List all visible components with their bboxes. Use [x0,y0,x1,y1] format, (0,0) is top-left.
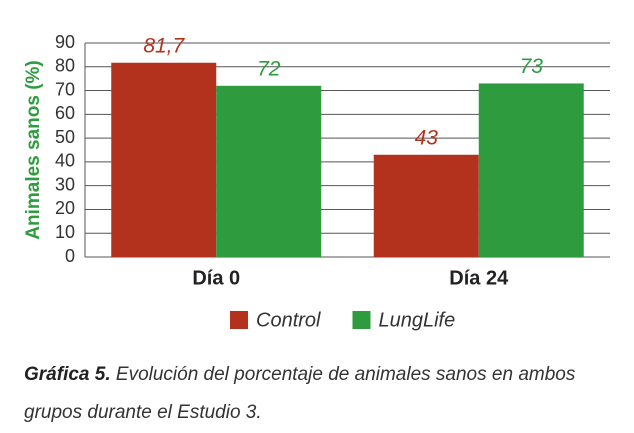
x-tick-label: Día 24 [449,267,509,289]
y-tick-label: 50 [55,127,75,147]
legend-label: LungLife [378,309,455,331]
bar [478,83,584,257]
value-label: 73 [520,55,544,78]
value-label: 43 [415,126,439,149]
legend-swatch [352,311,371,329]
value-label: 72 [257,57,281,80]
y-axis-label: Animales sanos (%) [23,60,44,240]
y-tick-label: 60 [55,103,75,123]
y-tick-label: 70 [55,79,75,99]
bar [373,154,479,257]
caption-text: Evolución del porcentaje de animales san… [24,364,576,423]
y-tick-label: 0 [65,246,75,266]
y-tick-label: 40 [55,151,75,171]
chart: Animales sanos (%) 0 10 20 30 40 50 60 70 80 90 Dí… [23,32,610,331]
y-tick-label: 80 [55,56,75,76]
caption: Gráfica 5. Evolución del porcentaje de a… [24,356,624,432]
y-tick-label: 90 [55,32,75,52]
caption-label: Gráfica 5. [24,364,111,385]
legend-swatch [230,311,248,329]
x-tick-label: Día 0 [192,267,240,289]
y-tick-label: 10 [55,222,75,242]
y-tick-label: 20 [55,198,75,218]
bar [111,62,217,258]
legend-label: Control [256,309,321,331]
y-tick-label: 30 [55,174,75,194]
bar [216,85,322,257]
value-label: 81,7 [143,34,185,57]
